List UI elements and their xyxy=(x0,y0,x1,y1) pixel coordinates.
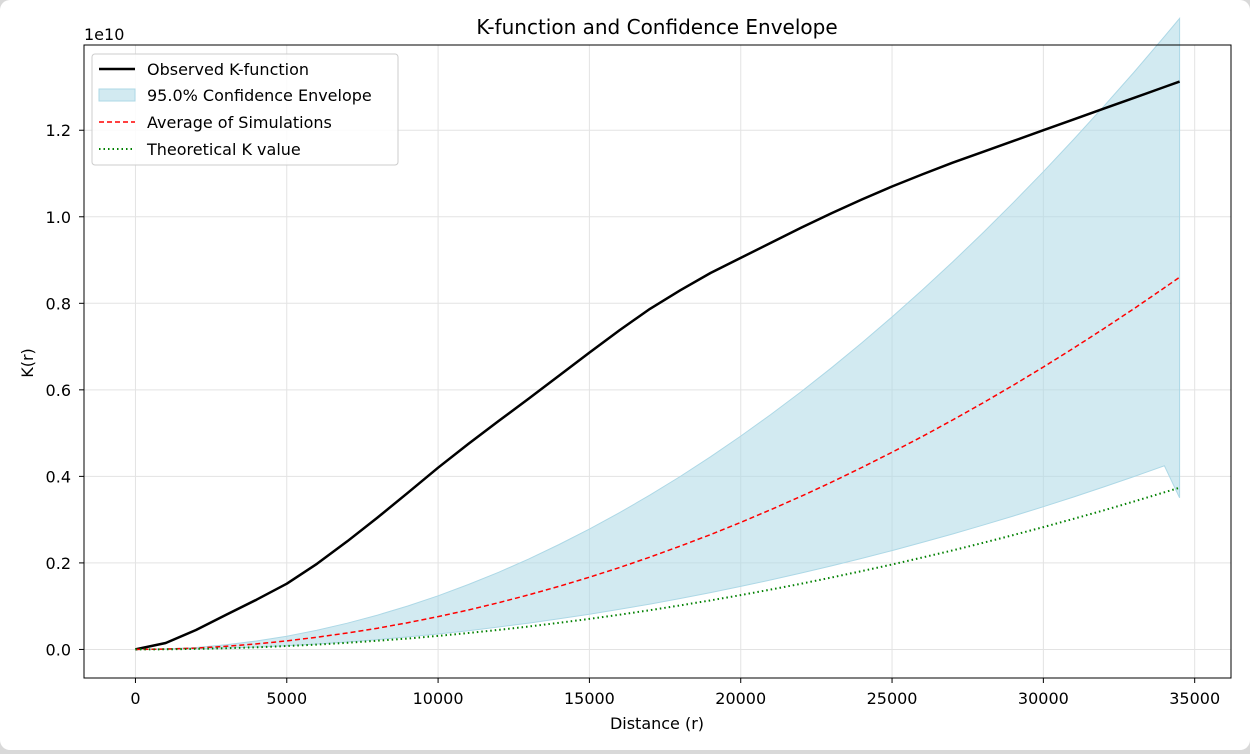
x-tick-label: 5000 xyxy=(266,689,307,708)
x-tick-label: 10000 xyxy=(413,689,464,708)
x-tick-label: 30000 xyxy=(1018,689,1069,708)
legend-label-average: Average of Simulations xyxy=(147,113,332,132)
legend-label-theoretical: Theoretical K value xyxy=(146,140,301,159)
legend-frame xyxy=(91,53,399,166)
x-tick-label: 25000 xyxy=(867,689,918,708)
legend: Observed K-function 95.0% Confidence Env… xyxy=(91,53,399,166)
legend-swatch-envelope xyxy=(98,88,136,102)
y-tick-label: 0.8 xyxy=(46,294,71,313)
observed-k-line xyxy=(135,80,1181,651)
legend-label-envelope: 95.0% Confidence Envelope xyxy=(147,86,372,105)
chart-title: K-function and Confidence Envelope xyxy=(476,15,837,39)
y-tick-label: 0.2 xyxy=(46,554,71,573)
y-axis: 0.0 0.2 0.4 0.6 0.8 1.0 1.2 xyxy=(46,121,84,659)
x-tick-label: 35000 xyxy=(1169,689,1220,708)
y-axis-label: K(r) xyxy=(18,348,37,378)
legend-label-observed: Observed K-function xyxy=(147,60,309,79)
y-tick-label: 1.2 xyxy=(46,121,71,140)
theoretical-k-line xyxy=(135,486,1180,651)
plot-frame xyxy=(83,44,1232,679)
x-axis-label: Distance (r) xyxy=(610,714,704,733)
plot-data xyxy=(135,17,1181,651)
y-tick-label: 1.0 xyxy=(46,208,71,227)
x-axis: 0 5000 10000 15000 20000 25000 30000 35000 xyxy=(130,678,1220,708)
average-simulations-line xyxy=(135,276,1181,651)
y-tick-label: 0.4 xyxy=(46,467,71,486)
y-tick-label: 0.0 xyxy=(46,640,71,659)
y-offset-label: 1e10 xyxy=(84,25,124,44)
confidence-envelope xyxy=(135,17,1181,650)
x-tick-label: 20000 xyxy=(715,689,766,708)
y-tick-label: 0.6 xyxy=(46,381,71,400)
x-tick-label: 0 xyxy=(130,689,140,708)
x-tick-label: 15000 xyxy=(564,689,615,708)
